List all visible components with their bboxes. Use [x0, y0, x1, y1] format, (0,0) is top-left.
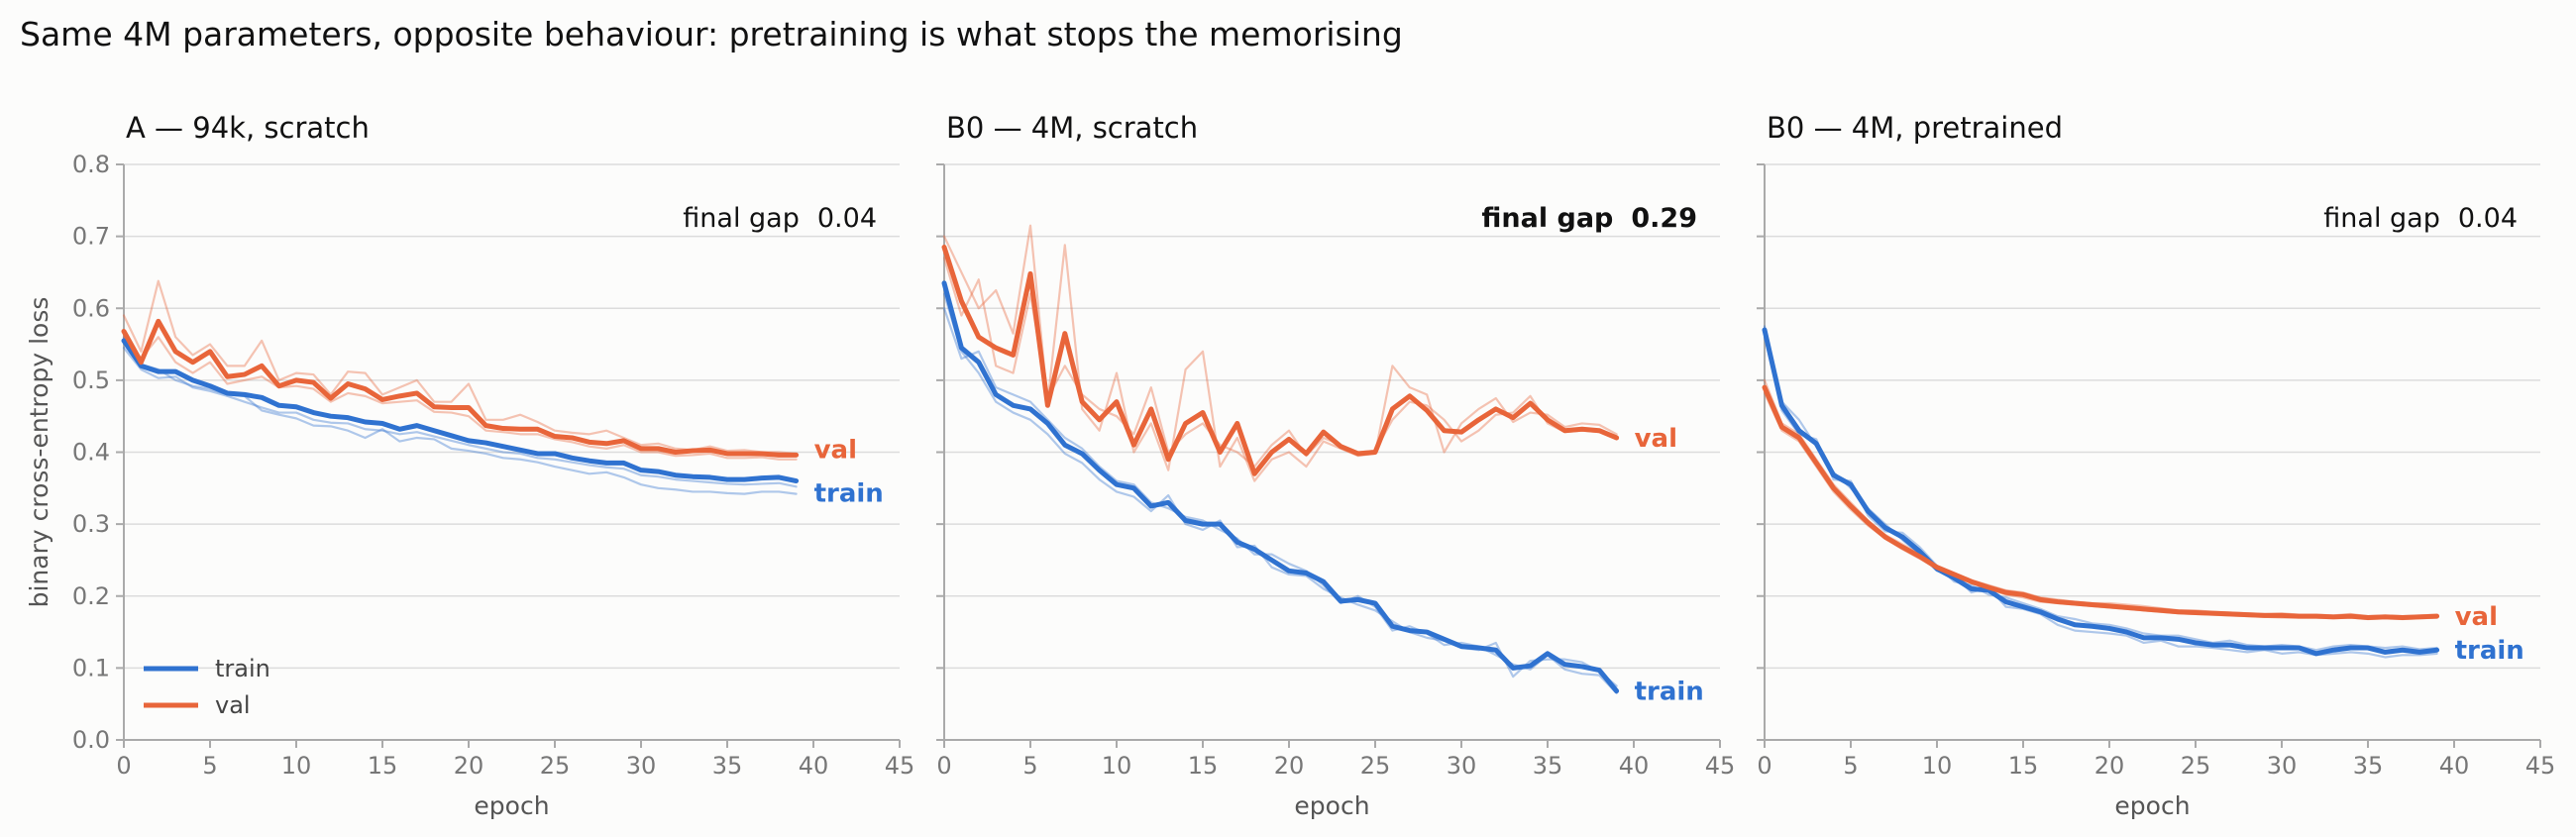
train-run-line [942, 292, 1618, 687]
legend: train val [144, 655, 270, 719]
val-end-label: val [814, 435, 857, 465]
panel-title: B0 — 4M, scratch [946, 111, 1198, 145]
x-tick-label: 30 [1447, 752, 1477, 780]
x-axis-label: epoch [2114, 791, 2190, 820]
x-axis-label: epoch [474, 791, 549, 820]
y-axis-label: binary cross-entropy loss [25, 297, 54, 608]
panel-title: B0 — 4M, pretrained [1767, 111, 2063, 145]
x-tick-label: 45 [2525, 752, 2556, 780]
x-tick-label: 5 [1022, 752, 1037, 780]
final-gap-value: 0.29 [1631, 203, 1697, 234]
x-tick-label: 0 [116, 752, 131, 780]
x-tick-label: 30 [2267, 752, 2298, 780]
final-gap-value: 0.04 [2458, 203, 2518, 234]
x-tick-label: 5 [1843, 752, 1858, 780]
train-mean-line [941, 280, 1620, 694]
y-tick-label: 0.2 [72, 582, 110, 610]
val-mean-line [1762, 384, 2440, 621]
y-tick-label: 0.1 [72, 654, 110, 681]
x-tick-label: 0 [936, 752, 951, 780]
chart-panel-3: 0 5 10 15 20 25 30 35 40 45 B0 — 4M, pretrained epo… [1757, 111, 2555, 820]
x-tick-label: 35 [712, 752, 743, 780]
x-tick-label: 10 [1922, 752, 1953, 780]
x-tick-label: 20 [454, 752, 484, 780]
x-tick-label: 5 [202, 752, 217, 780]
y-tick-label: 0.8 [72, 151, 110, 178]
val-run-line [122, 279, 798, 456]
final-gap-label: final gap [1481, 203, 1613, 234]
panels: 0.0 0.1 0.2 0.3 0.4 0.5 0.6 0.7 0.8 0 5 10 15 20 25 30 3… [25, 111, 2555, 820]
x-tick-label: 30 [626, 752, 657, 780]
train-mean-line [121, 338, 800, 484]
final-gap-annotation: final gap 0.04 [2323, 203, 2518, 234]
legend-label-train: train [215, 655, 270, 682]
train-run-line [122, 347, 798, 488]
final-gap-annotation: final gap 0.04 [683, 203, 877, 234]
final-gap-value: 0.04 [817, 203, 877, 234]
y-tick-label: 0.0 [72, 726, 110, 754]
x-tick-label: 25 [2181, 752, 2211, 780]
final-gap-label: final gap [683, 203, 800, 234]
y-tick-label: 0.5 [72, 366, 110, 394]
x-tick-label: 20 [2094, 752, 2125, 780]
val-mean-line [941, 245, 1620, 476]
x-tick-label: 40 [2439, 752, 2470, 780]
val-end-label: val [2455, 602, 2498, 632]
x-tick-label: 10 [281, 752, 312, 780]
x-tick-label: 0 [1757, 752, 1771, 780]
x-tick-label: 25 [1360, 752, 1391, 780]
x-tick-label: 45 [1705, 752, 1736, 780]
chart-panel-2: 0 5 10 15 20 25 30 35 40 45 B0 — 4M, scratch epoch f… [936, 111, 1735, 820]
legend-label-val: val [215, 691, 251, 719]
x-tick-label: 10 [1102, 752, 1132, 780]
x-tick-label: 15 [368, 752, 398, 780]
x-tick-label: 20 [1274, 752, 1305, 780]
val-end-label: val [1635, 424, 1677, 454]
final-gap-annotation: final gap 0.29 [1481, 203, 1697, 234]
train-run-line [1763, 336, 2438, 659]
chart-panel-1: 0.0 0.1 0.2 0.3 0.4 0.5 0.6 0.7 0.8 0 5 10 15 20 25 30 3… [25, 111, 914, 820]
x-tick-label: 15 [2008, 752, 2039, 780]
figure-title: Same 4M parameters, opposite behaviour: … [20, 15, 1403, 53]
val-run-line [942, 257, 1618, 469]
final-gap-label: final gap [2323, 203, 2440, 234]
y-tick-label: 0.7 [72, 223, 110, 251]
x-tick-label: 35 [1533, 752, 1563, 780]
x-tick-label: 25 [540, 752, 571, 780]
x-tick-label: 15 [1188, 752, 1219, 780]
x-tick-label: 40 [1619, 752, 1650, 780]
y-tick-label: 0.4 [72, 439, 110, 467]
x-axis-label: epoch [1294, 791, 1369, 820]
x-tick-label: 40 [799, 752, 829, 780]
y-tick-label: 0.3 [72, 510, 110, 538]
train-end-label: train [1635, 678, 1704, 707]
train-end-label: train [2455, 636, 2524, 666]
val-mean-line [121, 318, 800, 458]
train-end-label: train [814, 479, 884, 509]
panel-title: A — 94k, scratch [126, 111, 370, 145]
x-tick-label: 35 [2353, 752, 2384, 780]
train-run-line [1763, 325, 2438, 652]
x-tick-label: 45 [885, 752, 915, 780]
y-tick-label: 0.6 [72, 294, 110, 322]
val-run-line [1763, 378, 2438, 618]
val-run-line [122, 336, 798, 461]
train-mean-line [1762, 327, 2440, 657]
val-run-line [942, 224, 1618, 482]
